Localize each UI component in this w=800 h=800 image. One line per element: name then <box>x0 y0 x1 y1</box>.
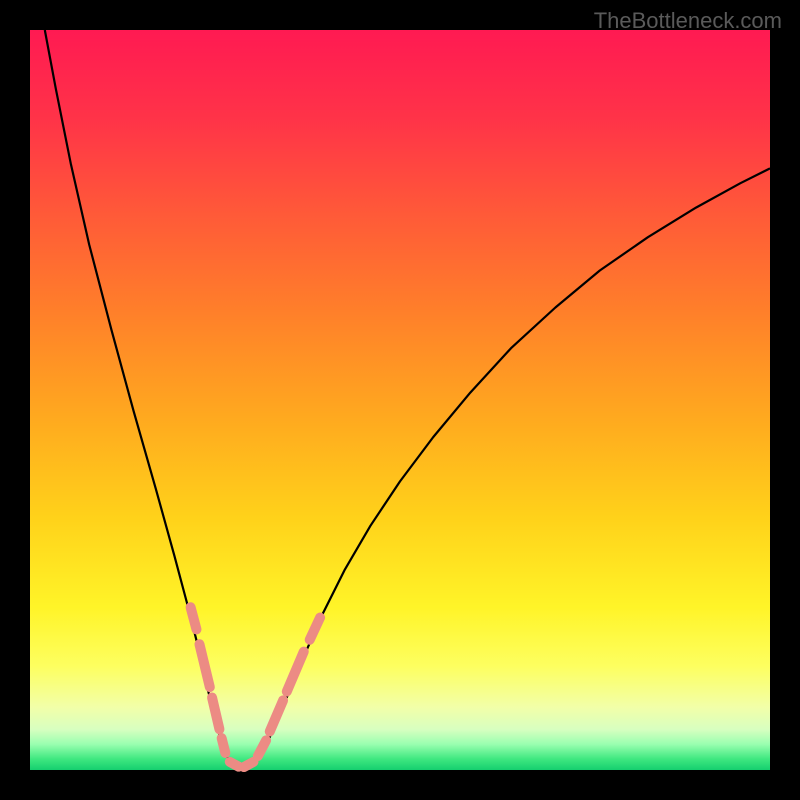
highlight-marker <box>258 740 266 756</box>
highlight-marker <box>212 697 219 729</box>
highlight-marker <box>222 738 226 753</box>
highlight-marker <box>244 762 254 767</box>
highlight-marker <box>199 644 209 687</box>
highlight-marker <box>230 762 239 767</box>
highlight-marker <box>270 700 283 731</box>
plot-area <box>30 30 770 770</box>
chart-frame: TheBottleneck.com <box>0 0 800 800</box>
bottleneck-curve <box>45 30 770 768</box>
highlight-marker <box>310 618 320 640</box>
highlight-marker <box>287 652 304 692</box>
watermark-label: TheBottleneck.com <box>594 8 782 34</box>
highlight-marker <box>191 607 197 629</box>
chart-svg <box>30 30 770 770</box>
